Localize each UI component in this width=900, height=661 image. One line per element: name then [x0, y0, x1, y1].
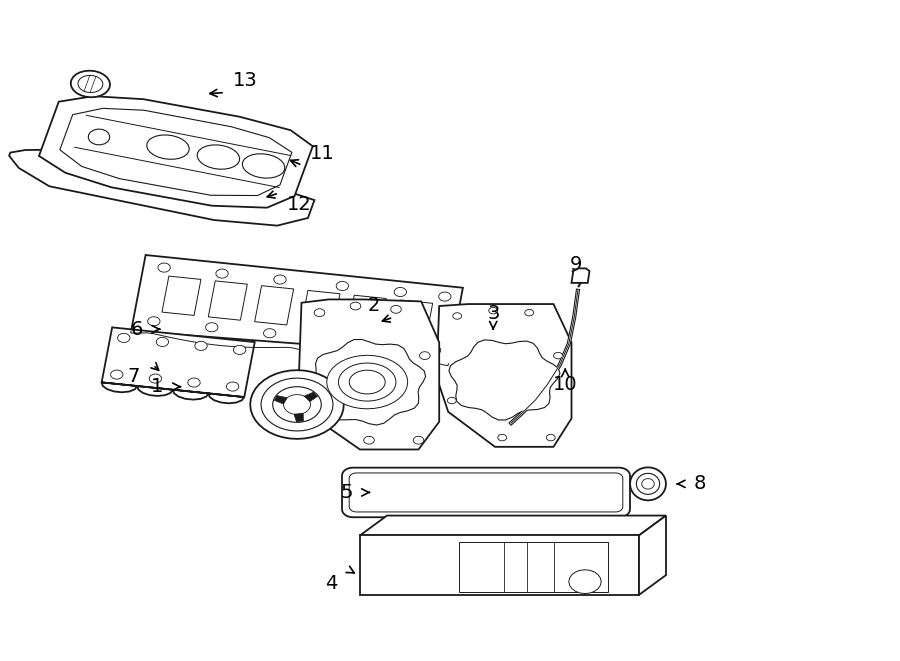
Polygon shape [78, 75, 103, 93]
Polygon shape [393, 300, 433, 339]
Polygon shape [447, 397, 456, 404]
Polygon shape [327, 356, 408, 408]
Polygon shape [284, 395, 310, 414]
Polygon shape [216, 269, 229, 278]
Polygon shape [39, 97, 312, 208]
Polygon shape [438, 292, 451, 301]
Text: 12: 12 [286, 196, 311, 214]
Text: 1: 1 [151, 377, 164, 396]
Polygon shape [383, 341, 396, 350]
Polygon shape [338, 363, 396, 401]
Polygon shape [59, 108, 292, 196]
Polygon shape [350, 302, 361, 310]
Polygon shape [569, 570, 601, 594]
Polygon shape [299, 299, 439, 449]
Polygon shape [250, 370, 344, 439]
Polygon shape [301, 290, 340, 330]
Text: 10: 10 [553, 375, 578, 394]
Polygon shape [349, 473, 623, 512]
Polygon shape [360, 516, 666, 535]
Polygon shape [242, 154, 284, 178]
Polygon shape [131, 255, 463, 355]
Polygon shape [394, 288, 407, 297]
Polygon shape [459, 542, 608, 592]
Polygon shape [71, 71, 110, 97]
Polygon shape [162, 276, 201, 315]
Polygon shape [342, 468, 630, 517]
Text: 8: 8 [694, 475, 706, 493]
Polygon shape [147, 135, 189, 159]
Text: 7: 7 [127, 368, 140, 386]
Polygon shape [314, 309, 325, 317]
Polygon shape [197, 145, 239, 169]
Polygon shape [205, 323, 218, 332]
Polygon shape [572, 268, 590, 283]
Polygon shape [118, 333, 130, 342]
Polygon shape [630, 467, 666, 500]
Polygon shape [111, 370, 123, 379]
Polygon shape [347, 295, 386, 334]
Polygon shape [525, 309, 534, 316]
Polygon shape [188, 378, 200, 387]
Polygon shape [498, 434, 507, 441]
Text: 11: 11 [310, 144, 335, 163]
Polygon shape [274, 275, 286, 284]
Polygon shape [88, 129, 110, 145]
Polygon shape [554, 352, 562, 359]
Polygon shape [419, 352, 430, 360]
Polygon shape [413, 436, 424, 444]
Polygon shape [349, 370, 385, 394]
Text: 4: 4 [325, 574, 338, 592]
Text: 3: 3 [487, 305, 500, 323]
Polygon shape [489, 307, 498, 314]
Polygon shape [294, 413, 303, 422]
Polygon shape [261, 378, 333, 431]
Polygon shape [639, 516, 666, 595]
Text: 6: 6 [130, 320, 143, 338]
Polygon shape [157, 337, 168, 346]
Polygon shape [227, 382, 239, 391]
Text: 2: 2 [367, 296, 380, 315]
Polygon shape [546, 434, 555, 441]
Polygon shape [309, 340, 426, 425]
Polygon shape [149, 374, 162, 383]
Polygon shape [208, 281, 248, 320]
Polygon shape [233, 345, 246, 354]
Polygon shape [453, 313, 462, 319]
Polygon shape [636, 473, 660, 494]
Text: 9: 9 [570, 255, 582, 274]
Polygon shape [428, 346, 441, 355]
Polygon shape [194, 341, 207, 350]
Polygon shape [148, 317, 160, 326]
Polygon shape [436, 304, 572, 447]
Polygon shape [336, 282, 348, 291]
Polygon shape [360, 535, 639, 595]
Polygon shape [642, 479, 654, 489]
Polygon shape [9, 149, 314, 225]
Polygon shape [364, 436, 374, 444]
Polygon shape [158, 263, 170, 272]
Polygon shape [102, 327, 255, 403]
Polygon shape [264, 329, 276, 338]
Text: 5: 5 [340, 483, 353, 502]
Polygon shape [310, 398, 320, 406]
Polygon shape [391, 305, 401, 313]
Polygon shape [449, 340, 560, 420]
Polygon shape [304, 392, 318, 402]
Polygon shape [273, 387, 321, 422]
Polygon shape [274, 395, 287, 404]
Polygon shape [255, 286, 293, 325]
Text: 13: 13 [232, 71, 257, 90]
Polygon shape [326, 335, 338, 344]
